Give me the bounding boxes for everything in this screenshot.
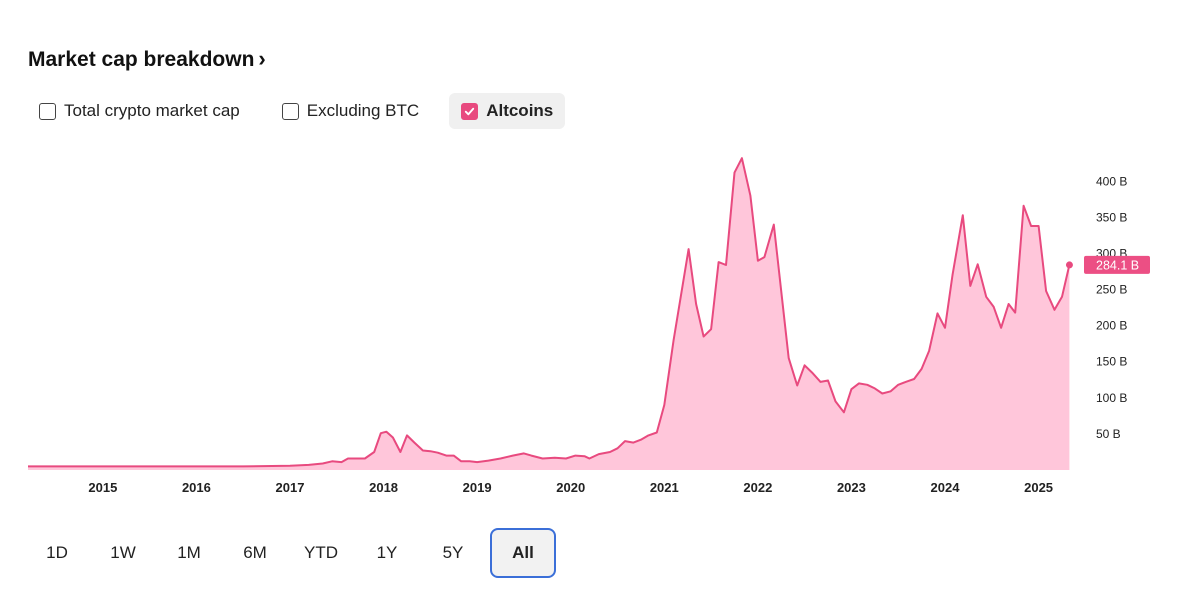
x-tick-label: 2024 (931, 480, 961, 495)
filter-altcoins[interactable]: Altcoins (449, 93, 566, 129)
x-tick-label: 2016 (182, 480, 211, 495)
range-ytd-button[interactable]: YTD (304, 543, 338, 562)
range-6m-button[interactable]: 6M (243, 543, 267, 562)
y-tick-label: 150 B (1096, 355, 1127, 369)
checkbox-icon[interactable] (39, 102, 56, 120)
filter-label: Total crypto market cap (64, 101, 240, 120)
time-range-selector: 1D 1W 1M 6M YTD 1Y 5Y All (28, 528, 564, 578)
chevron-right-icon: › (258, 46, 266, 71)
x-tick-label: 2020 (556, 480, 585, 495)
filter-label: Altcoins (486, 101, 554, 120)
range-1y-button[interactable]: 1Y (376, 543, 398, 562)
altcoins-area (28, 158, 1070, 470)
checkbox-checked-icon[interactable] (461, 102, 479, 120)
x-tick-label: 2019 (463, 480, 492, 495)
current-value-dot (1065, 261, 1073, 269)
y-tick-label: 350 B (1096, 210, 1127, 224)
x-tick-label: 2022 (743, 480, 772, 495)
y-tick-label: 50 B (1096, 427, 1121, 441)
range-1w-button[interactable]: 1W (110, 543, 136, 562)
y-tick-label: 200 B (1096, 319, 1127, 333)
current-value-label: 284.1 B (1096, 258, 1139, 272)
filter-label: Excluding BTC (306, 101, 420, 120)
y-tick-label: 400 B (1096, 174, 1127, 188)
current-value-badge-bg (1084, 255, 1150, 274)
x-tick-label: 2015 (88, 480, 117, 495)
checkmark-icon (465, 107, 475, 115)
x-tick-label: 2025 (1024, 480, 1053, 495)
x-tick-label: 2023 (837, 480, 866, 495)
filter-excluding-btc[interactable]: Excluding BTC (270, 93, 431, 129)
y-tick-label: 250 B (1096, 283, 1127, 297)
x-tick-label: 2017 (276, 480, 305, 495)
range-1d-button[interactable]: 1D (46, 543, 68, 562)
market-cap-breakdown-title[interactable]: Market cap breakdown › (28, 48, 266, 72)
filter-total-market-cap[interactable]: Total crypto market cap (28, 93, 252, 129)
x-tick-label: 2021 (650, 480, 679, 495)
checkbox-icon[interactable] (281, 102, 299, 120)
range-all-button[interactable]: All (490, 528, 556, 578)
current-value-badge: 284.1 B (1084, 255, 1150, 274)
x-tick-label: 2018 (369, 480, 398, 495)
range-1m-button[interactable]: 1M (177, 543, 201, 562)
filter-group: Total crypto market cap Excluding BTC Al… (28, 93, 583, 129)
range-5y-button[interactable]: 5Y (442, 543, 464, 562)
y-tick-label: 100 B (1096, 391, 1127, 405)
x-axis: 2015 2016 2017 2018 2019 2020 2021 2022 2023 2024… (88, 480, 1053, 495)
altcoins-series-line (28, 157, 1071, 468)
page-title: Market cap breakdown (28, 48, 255, 71)
